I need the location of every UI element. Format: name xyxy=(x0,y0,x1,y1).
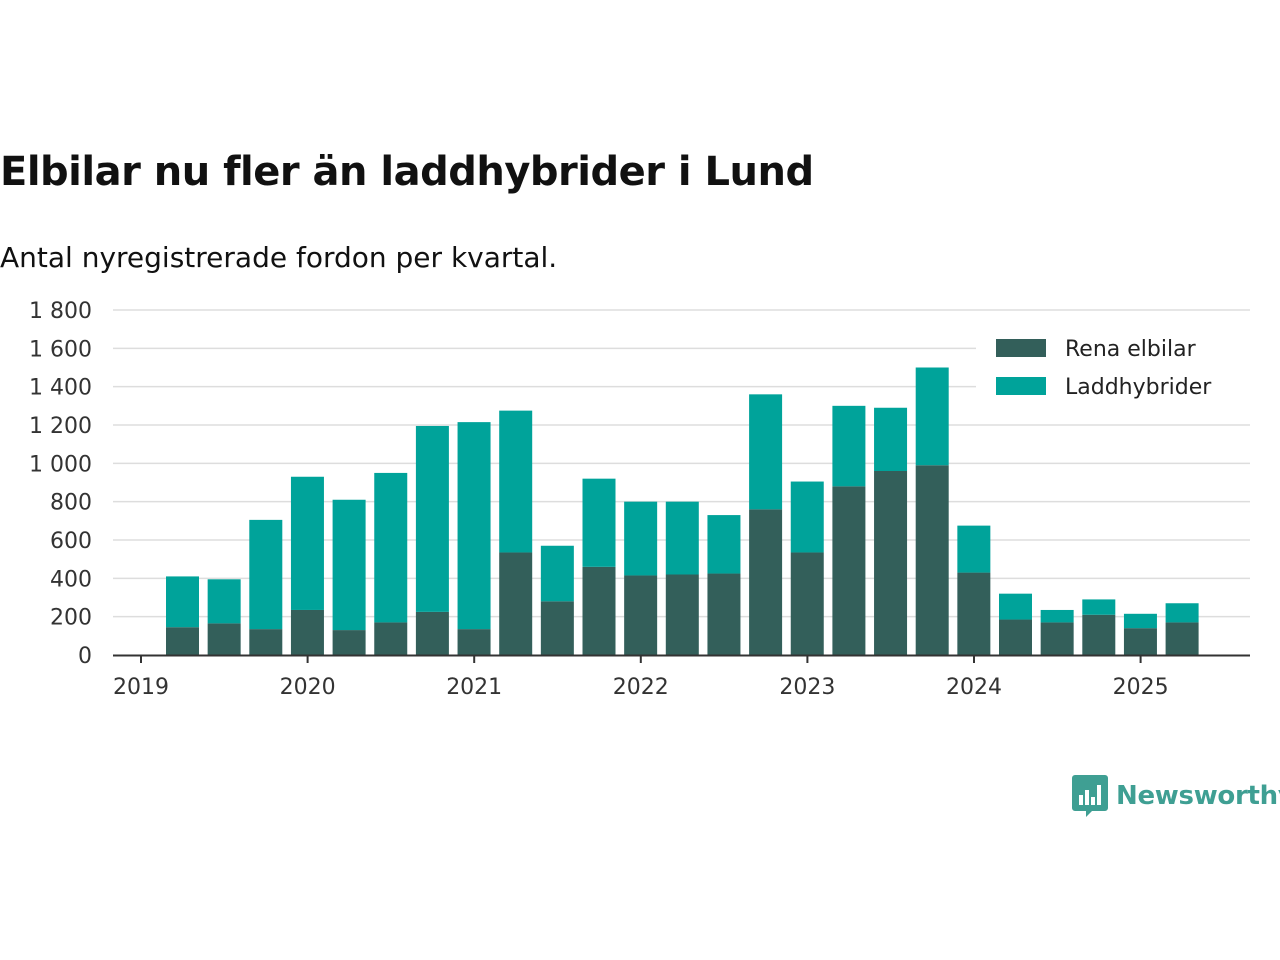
bar-laddhybrider xyxy=(957,525,991,573)
bar-rena-elbilar xyxy=(1123,628,1157,655)
bar-rena-elbilar xyxy=(499,552,533,655)
bar-rena-elbilar xyxy=(665,574,699,655)
bar-laddhybrider xyxy=(1040,609,1074,623)
stacked-bar-chart: 0 200 400 600 800 1 000 1 200 1 400 1 600 1 800 2… xyxy=(29,299,1264,700)
newsworthy-logo: Newsworthy xyxy=(1072,772,1280,820)
y-tick-label: 400 xyxy=(50,567,92,592)
bar-rena-elbilar xyxy=(707,573,741,655)
newsworthy-logo-icon xyxy=(1072,775,1108,817)
x-tick-label: 2023 xyxy=(779,675,835,700)
x-tick-label: 2024 xyxy=(946,675,1002,700)
bar-laddhybrider xyxy=(415,425,449,612)
legend-label: Laddhybrider xyxy=(1065,375,1212,400)
legend-swatch xyxy=(996,339,1046,357)
bar-rena-elbilar xyxy=(207,623,241,655)
bar-rena-elbilar xyxy=(999,619,1032,655)
bar-laddhybrider xyxy=(832,405,866,487)
chart-title: Elbilar nu fler än laddhybrider i Lund xyxy=(0,149,814,195)
bar-rena-elbilar xyxy=(957,572,991,655)
y-tick-label: 1 800 xyxy=(29,299,92,324)
bar-laddhybrider xyxy=(207,579,241,624)
bar-laddhybrider xyxy=(624,501,658,576)
bar-rena-elbilar xyxy=(166,627,199,655)
y-tick-label: 1 000 xyxy=(29,452,92,477)
y-tick-label: 1 200 xyxy=(29,414,92,439)
bar-rena-elbilar xyxy=(1165,622,1199,655)
bar-rena-elbilar xyxy=(624,575,658,655)
bar-laddhybrider xyxy=(374,472,408,623)
bar-laddhybrider xyxy=(1082,599,1116,615)
bar-rena-elbilar xyxy=(290,609,324,655)
x-tick-label: 2020 xyxy=(280,675,336,700)
bar-laddhybrider xyxy=(874,407,908,471)
bar-laddhybrider xyxy=(290,476,324,610)
x-tick-label: 2021 xyxy=(446,675,502,700)
bar-rena-elbilar xyxy=(415,611,449,655)
y-tick-label: 600 xyxy=(50,529,92,554)
x-tick-label: 2019 xyxy=(113,675,169,700)
legend: Rena elbilar Laddhybrider xyxy=(976,337,1264,410)
bar-rena-elbilar xyxy=(1082,614,1116,655)
legend-swatch xyxy=(996,377,1046,395)
bar-laddhybrider xyxy=(915,367,949,466)
x-axis-ticks: 2019 2020 2021 2022 2023 2024 2025 xyxy=(113,675,1169,700)
bar-rena-elbilar xyxy=(332,630,366,655)
bar-laddhybrider xyxy=(457,422,491,630)
y-tick-label: 200 xyxy=(50,606,92,631)
y-tick-label: 0 xyxy=(78,644,92,669)
y-tick-label: 1 600 xyxy=(29,337,92,362)
bar-laddhybrider xyxy=(499,410,533,553)
bar-laddhybrider xyxy=(582,478,616,567)
bar-laddhybrider xyxy=(249,519,283,630)
bar-rena-elbilar xyxy=(832,486,866,655)
bar-laddhybrider xyxy=(540,545,574,602)
bar-laddhybrider xyxy=(1123,613,1157,629)
legend-label: Rena elbilar xyxy=(1065,337,1197,362)
chart-subtitle: Antal nyregistrerade fordon per kvartal. xyxy=(0,241,558,274)
y-tick-label: 1 400 xyxy=(29,376,92,401)
bar-laddhybrider xyxy=(166,576,199,628)
bar-rena-elbilar xyxy=(874,471,908,655)
x-tick-label: 2025 xyxy=(1113,675,1169,700)
bar-rena-elbilar xyxy=(249,629,283,655)
bar-laddhybrider xyxy=(1165,603,1199,623)
bar-laddhybrider xyxy=(790,481,824,553)
bars xyxy=(166,367,1199,655)
bar-rena-elbilar xyxy=(374,622,408,655)
bar-laddhybrider xyxy=(749,394,783,510)
bar-laddhybrider xyxy=(707,515,741,574)
x-tick-label: 2022 xyxy=(613,675,669,700)
brand-name: Newsworthy xyxy=(1116,781,1280,811)
bar-laddhybrider xyxy=(665,501,699,575)
bar-rena-elbilar xyxy=(790,552,824,655)
y-axis-ticks: 0 200 400 600 800 1 000 1 200 1 400 1 600 1 800 xyxy=(29,299,92,669)
bar-rena-elbilar xyxy=(1040,622,1074,655)
bar-laddhybrider xyxy=(999,593,1032,620)
bar-rena-elbilar xyxy=(915,465,949,655)
x-axis xyxy=(113,654,1250,663)
bar-rena-elbilar xyxy=(749,509,783,655)
bar-rena-elbilar xyxy=(540,601,574,655)
bar-laddhybrider xyxy=(332,499,366,631)
y-tick-label: 800 xyxy=(50,491,92,516)
bar-rena-elbilar xyxy=(457,629,491,655)
bar-rena-elbilar xyxy=(582,566,616,655)
